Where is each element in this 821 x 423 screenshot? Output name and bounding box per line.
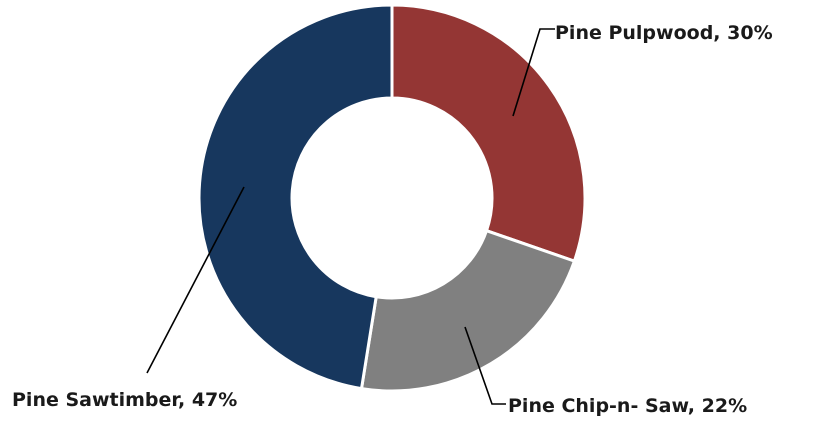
data-label-pine-sawtimber: Pine Sawtimber, 47% bbox=[12, 389, 237, 411]
slices-group bbox=[197, 3, 587, 393]
leader-line-pine-pulpwood bbox=[512, 28, 555, 117]
data-label-pine-chip-n-saw: Pine Chip-n- Saw, 22% bbox=[508, 395, 747, 417]
leader-lines-group bbox=[146, 28, 555, 405]
data-label-pine-pulpwood: Pine Pulpwood, 30% bbox=[555, 22, 773, 44]
slice-pine-chip-n-saw bbox=[359, 228, 577, 393]
slice-pine-pulpwood bbox=[390, 3, 587, 264]
slice-pine-sawtimber bbox=[197, 3, 394, 391]
leader-line-pine-sawtimber bbox=[146, 186, 245, 374]
leader-line-pine-chip-n-saw bbox=[464, 326, 506, 405]
data-labels-group: Pine Pulpwood, 30% Pine Chip-n- Saw, 22% P… bbox=[12, 22, 773, 417]
